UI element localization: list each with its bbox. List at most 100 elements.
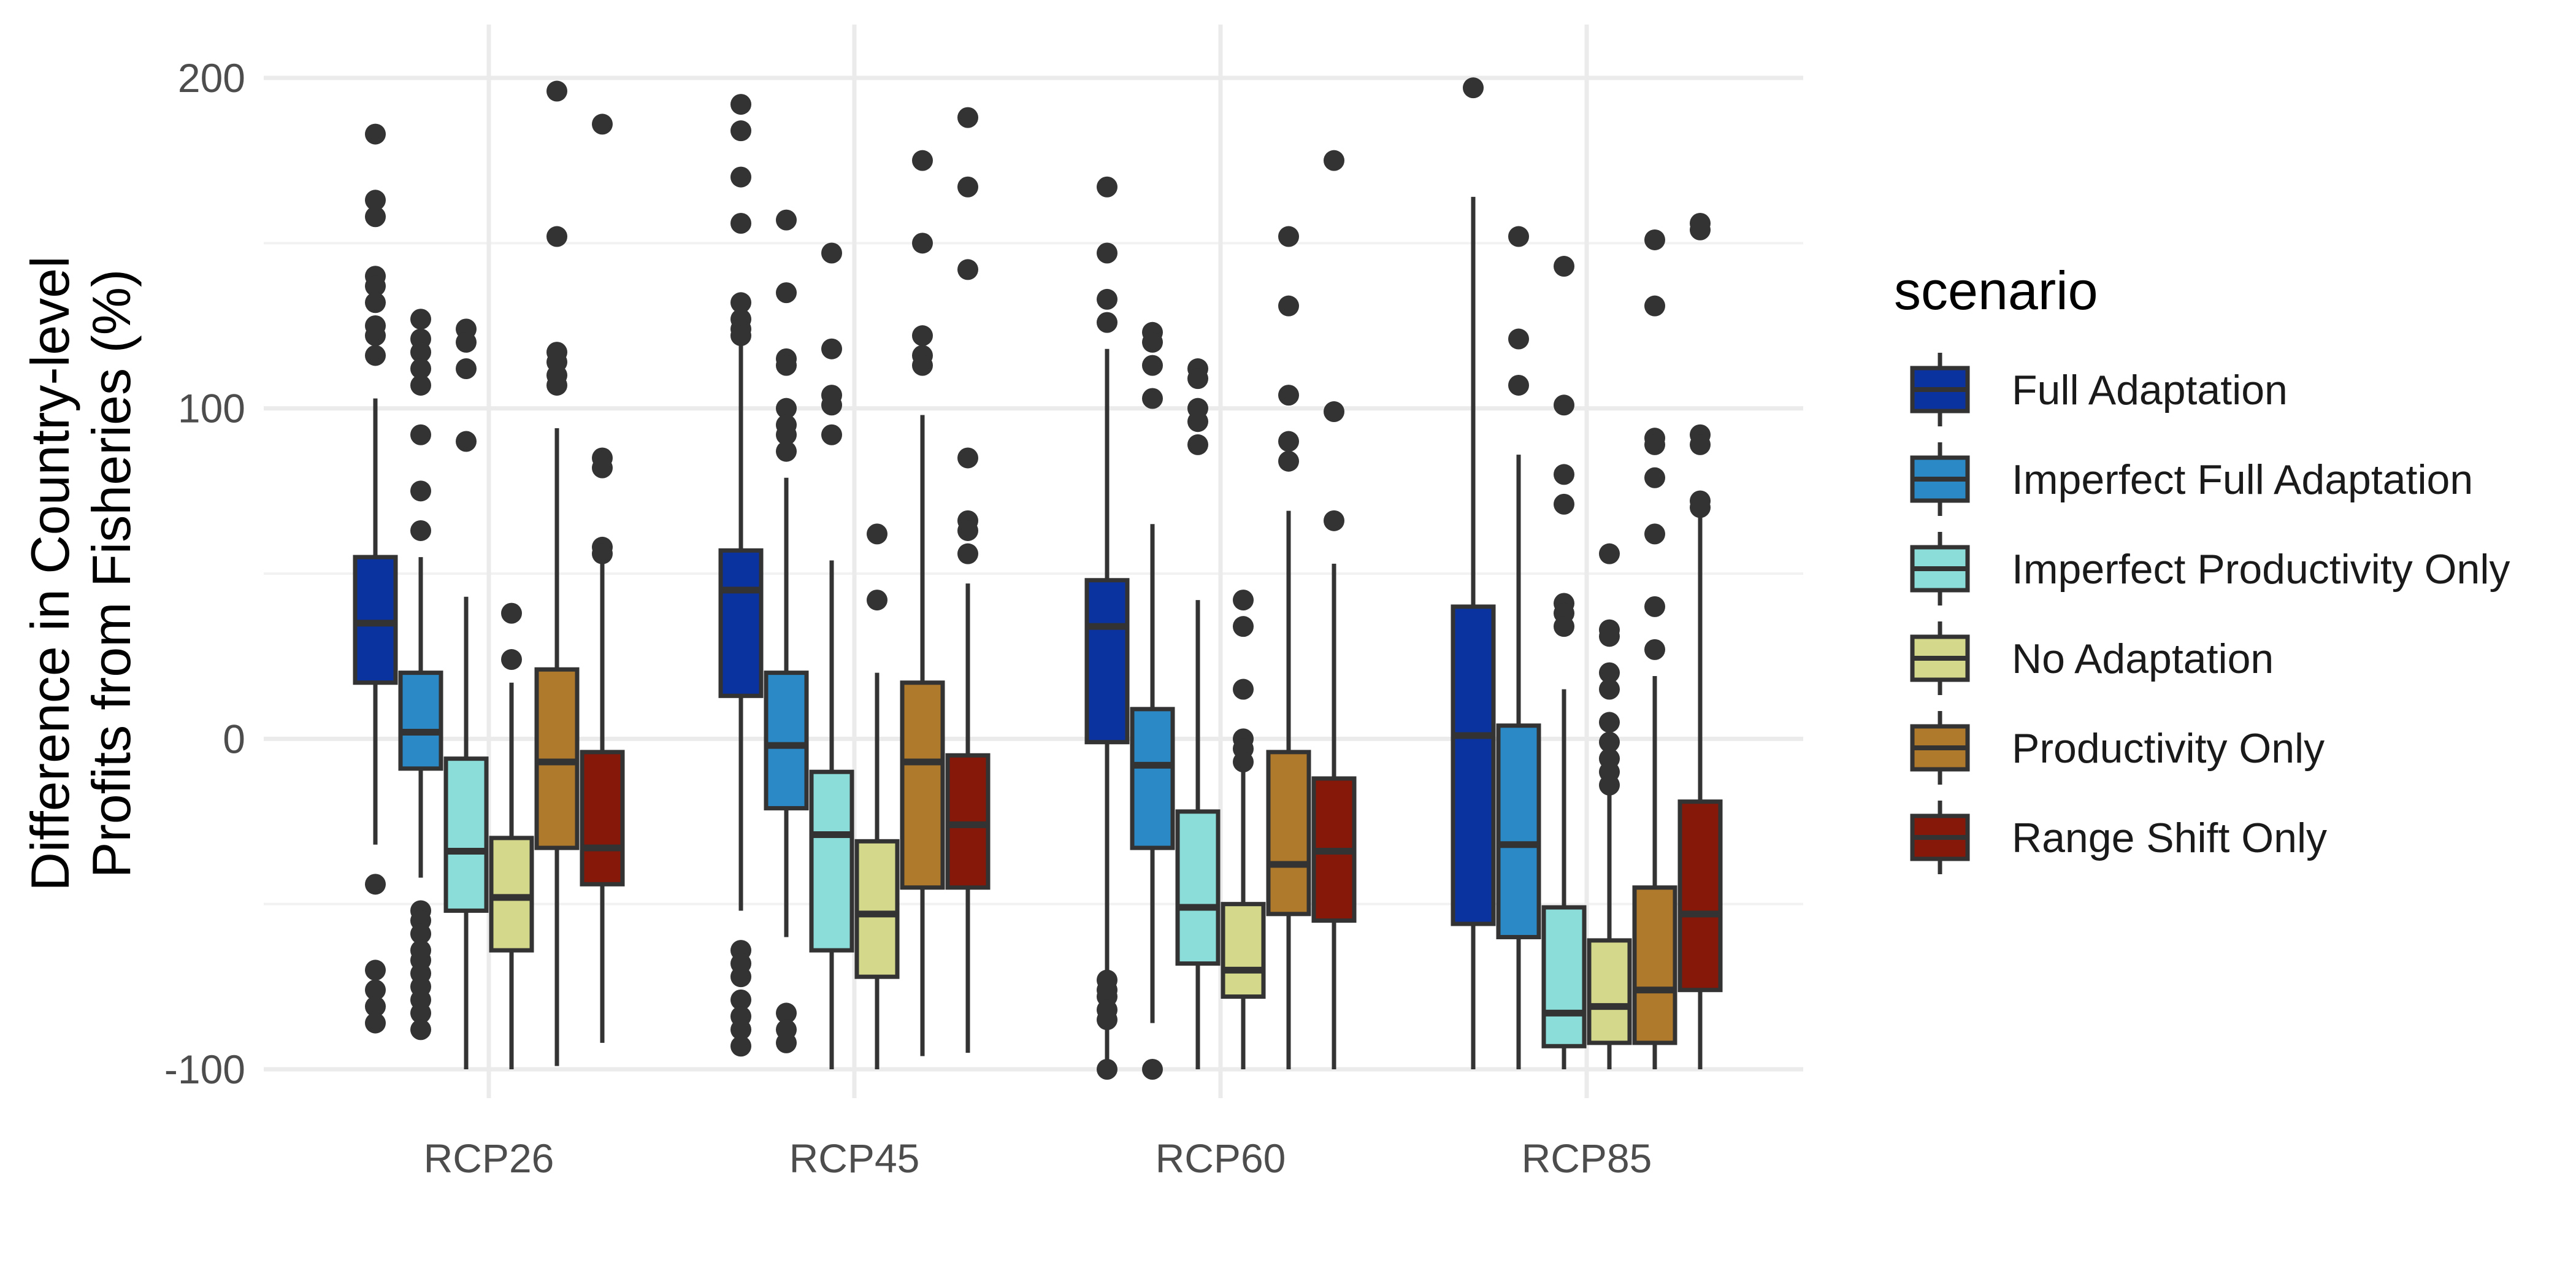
outlier-point [1142, 388, 1163, 409]
outlier-point [776, 398, 797, 419]
outlier-point [1278, 226, 1299, 247]
outlier-point [592, 543, 613, 564]
legend-label: Imperfect Full Adaptation [2012, 456, 2473, 503]
outlier-point [1233, 616, 1254, 637]
outlier-point [546, 226, 567, 247]
outlier-point [1508, 328, 1529, 350]
box-iqr [443, 756, 489, 913]
outlier-point [365, 292, 386, 313]
legend-item: No Adaptation [1910, 621, 2274, 695]
outlier-point [1097, 176, 1117, 198]
outlier-point [821, 242, 842, 264]
outlier-point [957, 107, 978, 128]
outlier-point [776, 1002, 797, 1024]
box-RCP45-1 [764, 209, 809, 1053]
outlier-point [546, 80, 567, 102]
outlier-point [730, 325, 751, 347]
outlier-point [1508, 226, 1529, 247]
box-iqr [1266, 750, 1311, 917]
outlier-point [501, 602, 522, 624]
box-iqr [1541, 905, 1587, 1048]
outlier-point [730, 989, 751, 1010]
outlier-point [1644, 639, 1665, 660]
outlier-point [1644, 467, 1665, 488]
outlier-point [912, 233, 933, 254]
outlier-point [776, 1032, 797, 1053]
y-axis-title-line: Difference in Country-level [20, 256, 80, 891]
box-iqr [1451, 604, 1496, 926]
outlier-point [410, 424, 431, 445]
legend-label: No Adaptation [2012, 636, 2274, 682]
outlier-point [776, 282, 797, 304]
legend-layer: scenario Full Adaptation Imperfect Full Ad… [1894, 260, 2510, 874]
box-iqr [854, 839, 900, 979]
outlier-point [730, 120, 751, 142]
outlier-point [456, 358, 477, 380]
box-iqr [1677, 799, 1723, 993]
outlier-point [776, 209, 797, 231]
outlier-point [410, 480, 431, 502]
box-RCP26-5 [580, 113, 625, 1043]
outlier-point [1187, 411, 1208, 433]
outlier-point [365, 996, 386, 1017]
outlier-point [410, 1002, 431, 1024]
box-iqr [1084, 578, 1130, 745]
outlier-point [1142, 1059, 1163, 1080]
box-RCP26-0 [353, 123, 398, 1034]
outlier-point [1599, 774, 1620, 796]
outlier-point [1097, 1059, 1117, 1080]
box-RCP60-3 [1221, 590, 1266, 1069]
y-tick-label: 100 [178, 386, 245, 431]
box-RCP60-2 [1175, 358, 1221, 1069]
outlier-point [365, 959, 386, 981]
box-RCP26-2 [443, 318, 489, 1069]
box-iqr [764, 671, 809, 810]
outlier-point [365, 874, 386, 895]
outlier-point [821, 338, 842, 360]
outlier-point [365, 345, 386, 366]
outlier-point [1644, 434, 1665, 455]
outlier-point [957, 520, 978, 541]
outlier-point [1599, 662, 1620, 683]
outlier-point [1690, 497, 1711, 518]
box-layer [353, 77, 1723, 1080]
outlier-point [365, 190, 386, 211]
x-tick-label: RCP85 [1522, 1136, 1652, 1181]
box-RCP60-5 [1311, 150, 1357, 1069]
box-iqr [580, 750, 625, 886]
y-axis-title-line: Profits from Fisheries (%) [81, 269, 142, 879]
outlier-point [410, 342, 431, 363]
outlier-point [1233, 752, 1254, 773]
outlier-point [1644, 295, 1665, 317]
outlier-point [1599, 626, 1620, 647]
outlier-point [365, 123, 386, 145]
outlier-point [821, 394, 842, 416]
outlier-point [867, 523, 887, 545]
outlier-point [456, 331, 477, 353]
outlier-point [957, 176, 978, 198]
outlier-point [592, 113, 613, 135]
outlier-point [912, 150, 933, 171]
axis-layer: 200 100 0 -100 RCP26 RCP45 RCP60 RCP85 Differenc… [20, 55, 1652, 1181]
box-RCP85-1 [1496, 226, 1541, 1069]
box-iqr [1175, 809, 1221, 966]
outlier-point [546, 374, 567, 396]
outlier-point [1097, 1009, 1117, 1031]
outlier-point [912, 325, 933, 347]
outlier-point [1324, 510, 1344, 531]
outlier-point [776, 440, 797, 462]
outlier-point [730, 292, 751, 313]
outlier-point [821, 424, 842, 445]
x-tick-label: RCP26 [424, 1136, 554, 1181]
outlier-point [1599, 543, 1620, 564]
outlier-point [501, 649, 522, 671]
outlier-point [1278, 431, 1299, 452]
outlier-point [730, 213, 751, 234]
outlier-point [1599, 712, 1620, 733]
outlier-point [776, 355, 797, 376]
box-RCP26-4 [534, 80, 580, 1066]
outlier-point [1508, 374, 1529, 396]
box-iqr [809, 769, 854, 953]
outlier-point [365, 1012, 386, 1034]
outlier-point [1324, 401, 1344, 423]
